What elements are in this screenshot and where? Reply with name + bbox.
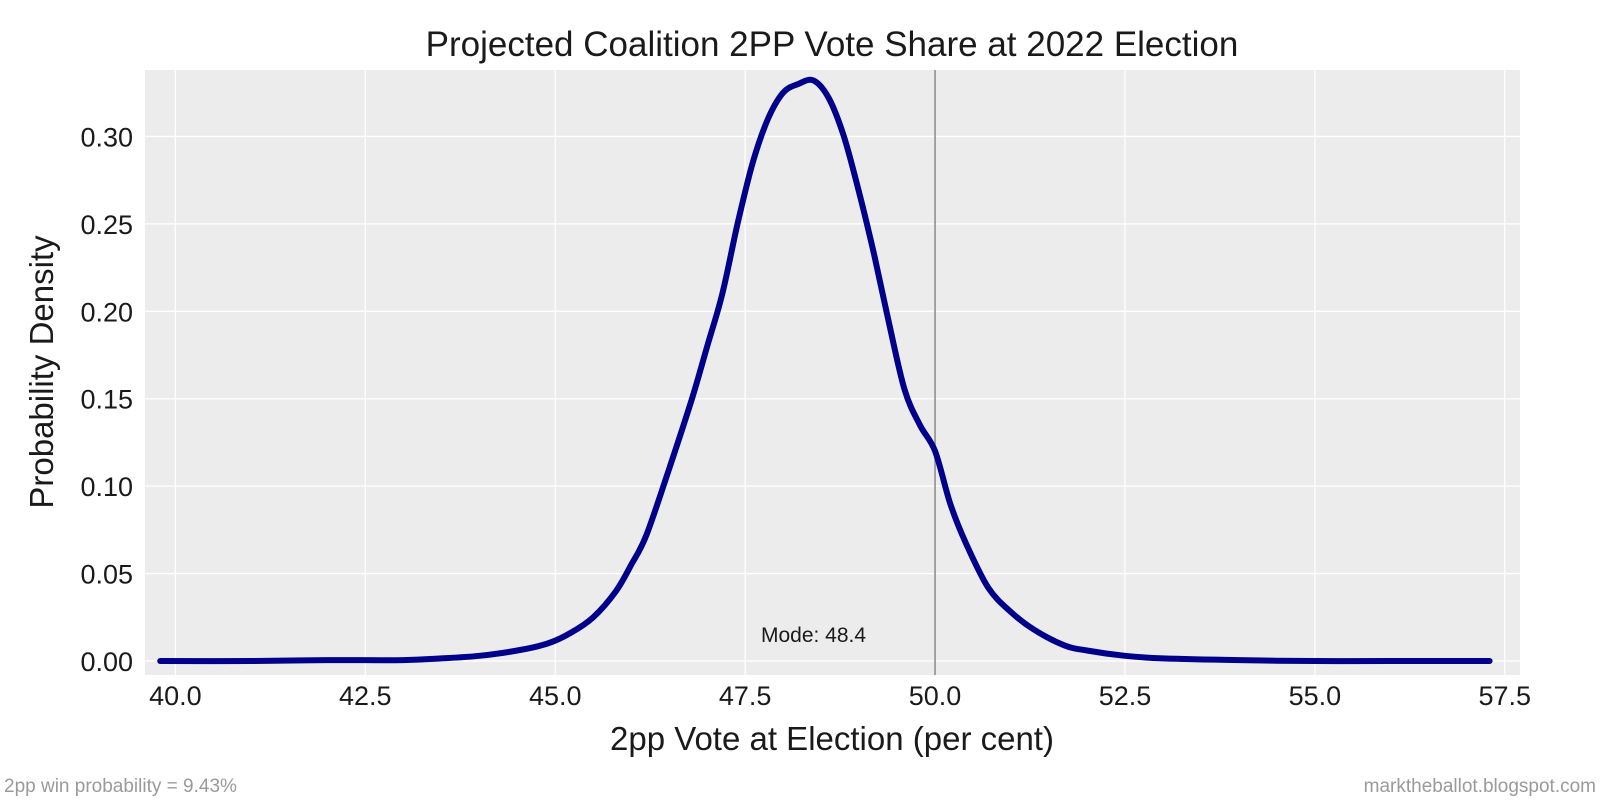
x-tick-label: 42.5 <box>339 681 392 711</box>
x-tick-label: 57.5 <box>1479 681 1532 711</box>
x-tick-label: 47.5 <box>719 681 772 711</box>
x-tick-label: 55.0 <box>1289 681 1342 711</box>
y-tick-labels: 0.00 0.05 0.10 0.15 0.20 0.25 0.30 <box>80 122 133 677</box>
source-credit: marktheballot.blogspot.com <box>1363 776 1596 797</box>
x-axis-label: 2pp Vote at Election (per cent) <box>610 720 1054 757</box>
x-tick-label: 52.5 <box>1099 681 1152 711</box>
y-tick-label: 0.10 <box>80 472 133 502</box>
y-tick-label: 0.05 <box>80 560 133 590</box>
win-probability-footnote: 2pp win probability = 9.43% <box>4 776 237 797</box>
x-tick-label: 40.0 <box>149 681 202 711</box>
chart-title: Projected Coalition 2PP Vote Share at 20… <box>426 25 1239 64</box>
y-tick-label: 0.25 <box>80 210 133 240</box>
mode-annotation: Mode: 48.4 <box>761 624 866 647</box>
y-tick-label: 0.20 <box>80 297 133 327</box>
x-tick-labels: 40.0 42.5 45.0 47.5 50.0 52.5 55.0 57.5 <box>149 681 1531 711</box>
grid-lines <box>145 70 1520 675</box>
y-tick-label: 0.30 <box>80 122 133 152</box>
y-tick-label: 0.15 <box>80 385 133 415</box>
y-tick-label: 0.00 <box>80 647 133 677</box>
x-tick-label: 50.0 <box>909 681 962 711</box>
plot-area <box>145 70 1520 675</box>
x-tick-label: 45.0 <box>529 681 582 711</box>
density-line <box>157 76 1493 665</box>
y-axis-label: Probability Density <box>23 235 60 509</box>
